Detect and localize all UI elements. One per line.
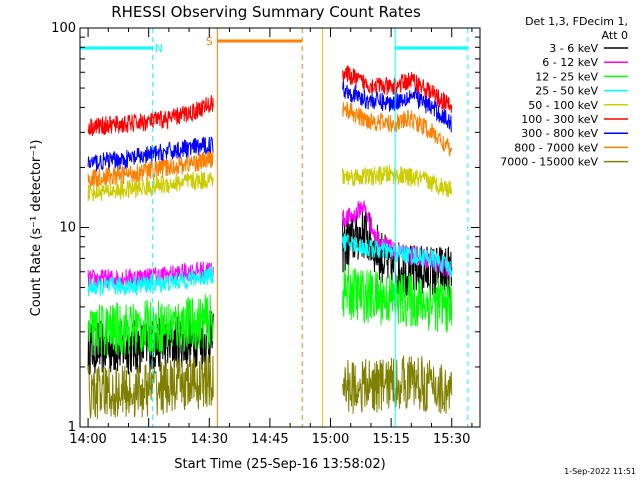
series-line-2-seg-0 bbox=[87, 294, 214, 357]
series-line-7-seg-1 bbox=[342, 101, 453, 157]
y-tick-label: 100 bbox=[51, 21, 76, 36]
x-tick-label: 15:15 bbox=[372, 432, 409, 447]
night-label: N bbox=[155, 42, 163, 55]
legend-label: 6 - 12 keV bbox=[542, 56, 598, 69]
legend-label: 25 - 50 keV bbox=[535, 85, 598, 98]
series-line-8-seg-1 bbox=[342, 355, 453, 414]
legend-header-line-2: Att 0 bbox=[602, 29, 628, 42]
y-tick-label: 1 bbox=[68, 420, 76, 435]
series-line-3-seg-0 bbox=[87, 265, 214, 297]
ticks-layer: 14:00 14:15 14:30 14:45 15:00 15:15 15:30 1 10 10… bbox=[51, 21, 480, 447]
legend-header-line-1: Det 1,3, FDecim 1, bbox=[525, 15, 628, 28]
legend-label: 12 - 25 keV bbox=[535, 70, 598, 83]
timestamp: 1-Sep-2022 11:51 bbox=[564, 467, 636, 476]
series-line-5-seg-1 bbox=[342, 65, 453, 113]
x-tick-label: 15:30 bbox=[433, 432, 470, 447]
x-tick-label: 15:00 bbox=[312, 432, 349, 447]
y-axis-label: Count Rate (s⁻¹ detector⁻¹) bbox=[29, 140, 44, 317]
x-tick-label: 14:45 bbox=[251, 432, 288, 447]
series-line-5-seg-0 bbox=[87, 95, 214, 136]
series-layer bbox=[87, 65, 453, 420]
x-axis-label: Start Time (25-Sep-16 13:58:02) bbox=[174, 457, 385, 472]
annotation-layer: NS bbox=[79, 28, 469, 427]
x-tick-label: 14:15 bbox=[130, 432, 167, 447]
series-line-4-seg-1 bbox=[342, 165, 453, 198]
series-line-7-seg-0 bbox=[87, 150, 214, 188]
series-line-2-seg-1 bbox=[342, 264, 453, 333]
series-line-4-seg-0 bbox=[87, 171, 214, 202]
series-line-8-seg-0 bbox=[87, 355, 214, 420]
legend-label: 7000 - 15000 keV bbox=[500, 156, 598, 169]
legend-label: 3 - 6 keV bbox=[549, 42, 598, 55]
y-tick-label: 10 bbox=[59, 221, 76, 236]
legend-label: 300 - 800 keV bbox=[521, 127, 598, 140]
x-tick-label: 14:00 bbox=[69, 432, 106, 447]
x-tick-label: 14:30 bbox=[191, 432, 228, 447]
series-line-6-seg-1 bbox=[342, 80, 452, 133]
saa-label: S bbox=[206, 35, 213, 48]
legend-label: 100 - 300 keV bbox=[521, 113, 598, 126]
series-line-3-seg-1 bbox=[342, 232, 453, 278]
legend-label: 800 - 7000 keV bbox=[514, 141, 598, 154]
chart-title: RHESSI Observing Summary Count Rates bbox=[111, 3, 421, 21]
legend-label: 50 - 100 keV bbox=[528, 99, 598, 112]
